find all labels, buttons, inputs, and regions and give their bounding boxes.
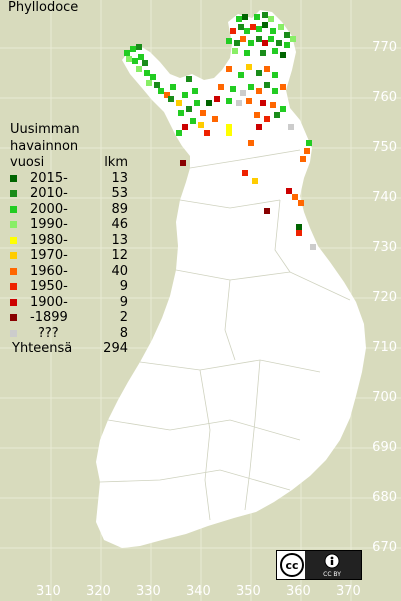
legend-row-label: 1900- xyxy=(30,294,68,310)
legend-col-year: vuosi xyxy=(10,155,45,170)
legend-row-count: 8 xyxy=(119,325,128,341)
finland-land xyxy=(96,10,366,548)
legend-swatch xyxy=(10,283,17,290)
x-axis-label: 340 xyxy=(186,584,211,599)
legend-row-label: 1960- xyxy=(30,263,68,279)
legend-row-count: 89 xyxy=(111,201,128,217)
legend-row-label: 1990- xyxy=(30,217,68,232)
legend-row-count: 9 xyxy=(119,294,128,310)
y-axis-label: 750 xyxy=(372,140,397,155)
legend-heading-2: havainnon xyxy=(10,138,79,154)
legend-row-label: 2015- xyxy=(30,170,68,186)
x-axis-label: 360 xyxy=(286,584,311,599)
y-axis-label: 760 xyxy=(372,90,397,105)
legend-row: 2010- 53 xyxy=(10,186,128,202)
legend-total-count: 294 xyxy=(103,341,128,356)
y-axis-label: 700 xyxy=(372,390,397,405)
x-axis-label: 330 xyxy=(136,584,161,599)
legend-swatch xyxy=(10,252,17,259)
x-axis-label: 320 xyxy=(86,584,111,599)
legend-row-label: 1950- xyxy=(30,279,68,294)
x-axis-label: 350 xyxy=(236,584,261,599)
legend-swatch xyxy=(10,174,17,182)
legend-swatch xyxy=(10,314,17,321)
legend-swatch xyxy=(10,298,17,306)
y-axis-label: 690 xyxy=(372,440,397,455)
legend-row: 1970- 12 xyxy=(10,248,128,264)
species-title: Phyllodoce xyxy=(8,0,79,15)
legend-row: ??? 8 xyxy=(10,325,128,342)
legend-row: -1899 2 xyxy=(10,310,128,326)
y-axis-label: 720 xyxy=(372,290,397,305)
legend-swatch xyxy=(10,205,17,213)
legend-row-label: 1970- xyxy=(30,248,68,263)
legend-swatch xyxy=(10,190,17,197)
legend-header-row: vuosi lkm xyxy=(10,155,128,171)
y-axis-label: 670 xyxy=(372,540,397,555)
y-axis-label: 770 xyxy=(372,40,397,55)
legend-row: 1980- 13 xyxy=(10,232,128,249)
legend-row-count: 12 xyxy=(111,248,128,263)
legend-row-count: 13 xyxy=(111,232,128,248)
svg-text:cc: cc xyxy=(285,559,298,572)
x-axis-label: 370 xyxy=(336,584,361,599)
legend-row-label: 1980- xyxy=(30,232,68,248)
legend-row: 2015- 13 xyxy=(10,170,128,187)
legend-swatch xyxy=(10,329,17,337)
legend: Uusimman havainnon vuosi lkm 2015- 13 2010… xyxy=(10,122,128,357)
y-axis-label: 730 xyxy=(372,240,397,255)
legend-rows: 2015- 13 2010- 53 2000- 89 1990- 46 1980- 13 1970-… xyxy=(10,170,128,342)
legend-row: 1950- 9 xyxy=(10,279,128,295)
legend-row-label: -1899 xyxy=(30,310,68,325)
borders xyxy=(99,149,351,521)
legend-row-count: 2 xyxy=(119,310,128,325)
legend-swatch xyxy=(10,267,17,275)
occurrence-markers xyxy=(124,12,316,250)
legend-row-label: 2000- xyxy=(30,201,68,217)
legend-row: 1960- 40 xyxy=(10,263,128,280)
legend-total-row: Yhteensä 294 xyxy=(10,341,128,357)
legend-total-label: Yhteensä xyxy=(12,341,73,356)
legend-row-count: 46 xyxy=(111,217,128,232)
legend-col-count: lkm xyxy=(104,155,128,170)
cc-icon: cc CC BY xyxy=(277,551,361,579)
legend-swatch xyxy=(10,221,17,228)
legend-row-count: 40 xyxy=(111,263,128,279)
legend-row: 1900- 9 xyxy=(10,294,128,311)
legend-heading-1: Uusimman xyxy=(10,122,80,137)
legend-row-label: ??? xyxy=(38,325,59,341)
legend-swatch xyxy=(10,236,17,244)
y-axis-label: 740 xyxy=(372,190,397,205)
legend-row: 1990- 46 xyxy=(10,217,128,233)
y-axis-label: 680 xyxy=(372,490,397,505)
legend-row-count: 9 xyxy=(119,279,128,294)
legend-row: 2000- 89 xyxy=(10,201,128,218)
y-axis-label: 710 xyxy=(372,340,397,355)
cc-by-license-badge[interactable]: cc CC BY xyxy=(276,550,362,580)
cc-by-text: CC BY xyxy=(323,571,341,578)
legend-row-label: 2010- xyxy=(30,186,68,201)
x-axis-label: 310 xyxy=(36,584,61,599)
legend-row-count: 13 xyxy=(111,170,128,186)
legend-row-count: 53 xyxy=(111,186,128,201)
